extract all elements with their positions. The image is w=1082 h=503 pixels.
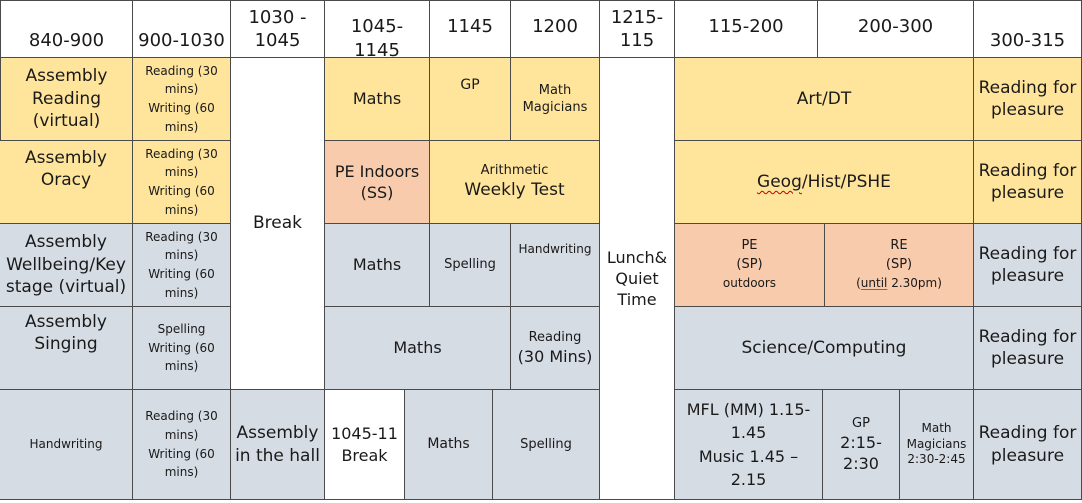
thu-spelling-writing: Spelling Writing (60 mins) — [133, 307, 231, 390]
fri-maths: Maths — [405, 390, 493, 500]
fri-gp-label: GP — [852, 415, 870, 431]
fri-mm-label: Math Magicians — [906, 420, 967, 451]
mon-reading-pleasure: Reading for pleasure — [974, 58, 1082, 141]
wed-pe-outdoors: PE (SP) outdoors — [675, 224, 825, 307]
fri-spelling: Spelling — [493, 390, 600, 500]
mon-writing: Writing (60 mins) — [148, 101, 215, 134]
tue-geog: Geog — [757, 171, 802, 192]
mon-art-dt: Art/DT — [675, 58, 974, 141]
tue-reading-writing: Reading (30 mins) Writing (60 mins) — [133, 141, 231, 224]
header-1045-1145: 1045-1145 — [325, 0, 430, 58]
fri-reading-pleasure: Reading for pleasure — [974, 390, 1082, 500]
wed-re: RE (SP) (until 2.30pm) — [825, 224, 974, 307]
header-900-1030: 900-1030 — [133, 0, 231, 58]
fri-assembly-hall: Assembly in the hall — [231, 390, 325, 500]
thu-reading-pleasure: Reading for pleasure — [974, 307, 1082, 390]
wed-handwriting: Handwriting — [511, 224, 600, 307]
fri-gp: GP 2:15-2:30 — [823, 390, 900, 500]
tue-hist-pshe: /Hist/PSHE — [801, 171, 891, 192]
fri-gp-time: 2:15-2:30 — [840, 432, 882, 474]
wed-re-until: (until 2.30pm) — [856, 276, 942, 291]
mon-reading: Reading (30 mins) — [145, 63, 218, 97]
fri-mfl: MFL (MM) 1.15-1.45 — [686, 400, 811, 443]
wed-re-label: RE — [890, 238, 908, 254]
tue-weekly-test: Weekly Test — [464, 180, 565, 201]
fri-mm-time: 2:30-2:45 — [907, 452, 966, 467]
header-115-200: 115-200 — [675, 0, 818, 58]
mon-assembly: Assembly Reading (virtual) — [0, 58, 133, 141]
mon-gp: GP — [430, 58, 511, 141]
mon-reading-writing: Reading (30 mins) Writing (60 mins) — [133, 58, 231, 141]
header-1030-1045: 1030 - 1045 — [231, 0, 325, 58]
thu-maths: Maths — [325, 307, 511, 390]
wed-reading: Reading (30 mins) — [145, 229, 218, 263]
wed-reading-pleasure: Reading for pleasure — [974, 224, 1082, 307]
fri-music: Music 1.45 – 2.15 — [698, 446, 799, 489]
wed-re-sp: (SP) — [885, 257, 913, 273]
tue-writing: Writing (60 mins) — [148, 184, 215, 217]
fri-handwriting: Handwriting — [0, 390, 133, 500]
mon-maths: Maths — [325, 58, 430, 141]
wed-spelling: Spelling — [430, 224, 511, 307]
thu-assembly: Assembly Singing — [0, 307, 133, 390]
wed-pe-sp: (SP) — [736, 257, 763, 273]
wed-pe-label: PE — [741, 238, 758, 254]
fri-math-magicians: Math Magicians 2:30-2:45 — [900, 390, 974, 500]
lunch-cell: Lunch& Quiet Time — [600, 58, 675, 500]
fri-reading: Reading (30 mins) — [145, 409, 218, 442]
thu-science-computing: Science/Computing — [675, 307, 974, 390]
header-840-900: 840-900 — [0, 0, 133, 58]
tue-pe-indoors: PE Indoors (SS) — [325, 141, 430, 224]
wed-writing: Writing (60 mins) — [148, 267, 215, 300]
header-1145: 1145 — [430, 0, 511, 58]
thu-spelling: Spelling — [157, 322, 206, 337]
mon-math-magicians: Math Magicians — [511, 58, 600, 141]
tue-reading: Reading (30 mins) — [145, 146, 218, 180]
tue-arithmetic: Arithmetic — [480, 163, 549, 179]
fri-mfl-music: MFL (MM) 1.15-1.45 Music 1.45 – 2.15 — [675, 390, 823, 500]
wed-maths: Maths — [325, 224, 430, 307]
wed-reading-writing: Reading (30 mins) Writing (60 mins) — [133, 224, 231, 307]
tue-arithmetic-test: Arithmetic Weekly Test — [430, 141, 600, 224]
thu-writing: Writing (60 mins) — [148, 340, 215, 374]
fri-writing: Writing (60 mins) — [148, 446, 215, 480]
thu-reading-duration: (30 Mins) — [517, 347, 593, 367]
fri-break-1045: 1045-11 Break — [325, 390, 405, 500]
tue-geog-hist-pshe: Geog/Hist/PSHE — [675, 141, 974, 224]
tue-reading-pleasure: Reading for pleasure — [974, 141, 1082, 224]
header-300-315: 300-315 — [974, 0, 1082, 58]
thu-reading-label: Reading — [528, 329, 582, 345]
thu-reading: Reading (30 Mins) — [511, 307, 600, 390]
fri-reading-writing: Reading (30 mins) Writing (60 mins) — [133, 390, 231, 500]
header-1215-115: 1215- 115 — [600, 0, 675, 58]
header-1200: 1200 — [511, 0, 600, 58]
break-cell: Break — [231, 58, 325, 390]
header-200-300: 200-300 — [818, 0, 974, 58]
tue-assembly: Assembly Oracy — [0, 141, 133, 224]
wed-pe-outdoors-label: outdoors — [722, 276, 777, 291]
wed-assembly: Assembly Wellbeing/Key stage (virtual) — [0, 224, 133, 307]
